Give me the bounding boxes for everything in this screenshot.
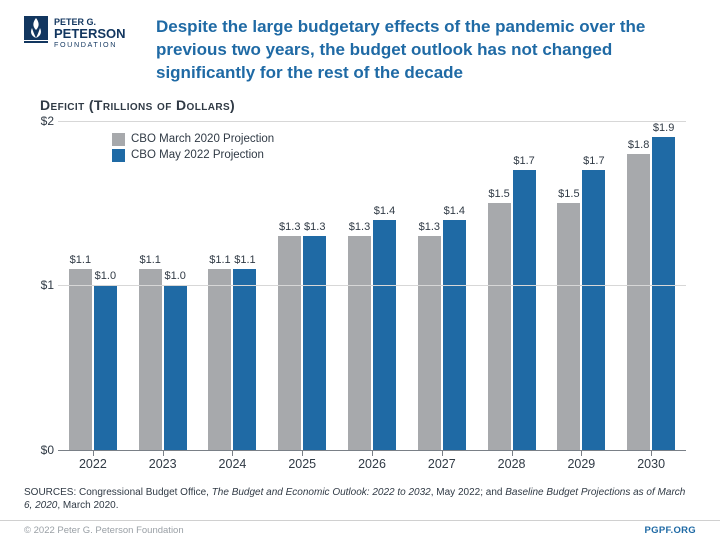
chart: $1.1$1.0$1.1$1.0$1.1$1.1$1.3$1.3$1.3$1.4… [28, 115, 692, 473]
logo-text-main: PETERSON [54, 26, 126, 41]
bar-value-label: $1.1 [209, 254, 230, 266]
bar: $1.7 [582, 170, 605, 450]
x-tick-label: 2029 [546, 453, 616, 473]
bar: $1.0 [164, 285, 187, 450]
bar-value-label: $1.3 [419, 221, 440, 233]
bar: $1.5 [557, 203, 580, 450]
bar: $1.7 [513, 170, 536, 450]
y-tick-label: $1 [28, 278, 54, 292]
legend-swatch-icon [112, 149, 125, 162]
x-tick-label: 2028 [477, 453, 547, 473]
bar: $1.3 [278, 236, 301, 450]
bar: $1.3 [348, 236, 371, 450]
bar: $1.3 [418, 236, 441, 450]
headline: Despite the large budgetary effects of t… [156, 14, 696, 85]
bar-value-label: $1.7 [513, 155, 534, 167]
legend-item: CBO May 2022 Projection [112, 149, 274, 162]
sources-suffix: , March 2020. [57, 500, 118, 511]
bar: $1.3 [303, 236, 326, 450]
x-axis-labels: 202220232024202520262027202820292030 [58, 453, 686, 473]
sources-ital: The Budget and Economic Outlook: 2022 to… [212, 487, 431, 498]
y-tick-label: $2 [28, 114, 54, 128]
sources-text: SOURCES: Congressional Budget Office, Th… [24, 486, 696, 512]
bar: $1.8 [627, 154, 650, 450]
x-tick-label: 2030 [616, 453, 686, 473]
bar: $1.4 [373, 220, 396, 450]
bar: $1.1 [139, 269, 162, 450]
bar: $1.9 [652, 137, 675, 450]
bar: $1.1 [208, 269, 231, 450]
bar: $1.1 [233, 269, 256, 450]
x-tick-label: 2023 [128, 453, 198, 473]
bar-value-label: $1.3 [279, 221, 300, 233]
bar-value-label: $1.4 [444, 205, 465, 217]
grid-line [58, 121, 686, 122]
legend: CBO March 2020 Projection CBO May 2022 P… [112, 133, 274, 165]
bar-value-label: $1.9 [653, 122, 674, 134]
bar-value-label: $1.0 [164, 270, 185, 282]
header: PETER G. PETERSON FOUNDATION Despite the… [0, 0, 720, 93]
logo: PETER G. PETERSON FOUNDATION [24, 14, 142, 64]
bar: $1.4 [443, 220, 466, 450]
legend-item: CBO March 2020 Projection [112, 133, 274, 146]
bar-value-label: $1.1 [234, 254, 255, 266]
copyright: © 2022 Peter G. Peterson Foundation [24, 525, 184, 536]
bar-value-label: $1.1 [70, 254, 91, 266]
bar-value-label: $1.3 [349, 221, 370, 233]
bar-value-label: $1.0 [95, 270, 116, 282]
site-link[interactable]: PGPF.ORG [645, 525, 697, 536]
y-tick-label: $0 [28, 443, 54, 457]
footer: © 2022 Peter G. Peterson Foundation PGPF… [0, 520, 720, 540]
bar-value-label: $1.1 [139, 254, 160, 266]
legend-label: CBO May 2022 Projection [131, 149, 264, 161]
x-tick-label: 2025 [267, 453, 337, 473]
bar-value-label: $1.5 [558, 188, 579, 200]
legend-label: CBO March 2020 Projection [131, 133, 274, 145]
grid-line [58, 285, 686, 286]
bar-value-label: $1.5 [488, 188, 509, 200]
x-tick-label: 2024 [198, 453, 268, 473]
chart-subtitle: Deficit (Trillions of Dollars) [0, 93, 720, 115]
bar-value-label: $1.4 [374, 205, 395, 217]
bar-value-label: $1.7 [583, 155, 604, 167]
x-tick-label: 2027 [407, 453, 477, 473]
bar: $1.1 [69, 269, 92, 450]
bar: $1.0 [94, 285, 117, 450]
bar-value-label: $1.3 [304, 221, 325, 233]
legend-swatch-icon [112, 133, 125, 146]
x-tick-label: 2026 [337, 453, 407, 473]
bar-value-label: $1.8 [628, 139, 649, 151]
bar: $1.5 [488, 203, 511, 450]
sources-prefix: SOURCES: Congressional Budget Office, [24, 487, 212, 498]
logo-text-bottom: FOUNDATION [54, 40, 117, 49]
sources-mid: , May 2022; and [431, 487, 506, 498]
plot-area: $1.1$1.0$1.1$1.0$1.1$1.1$1.3$1.3$1.3$1.4… [58, 121, 686, 451]
x-tick-label: 2022 [58, 453, 128, 473]
